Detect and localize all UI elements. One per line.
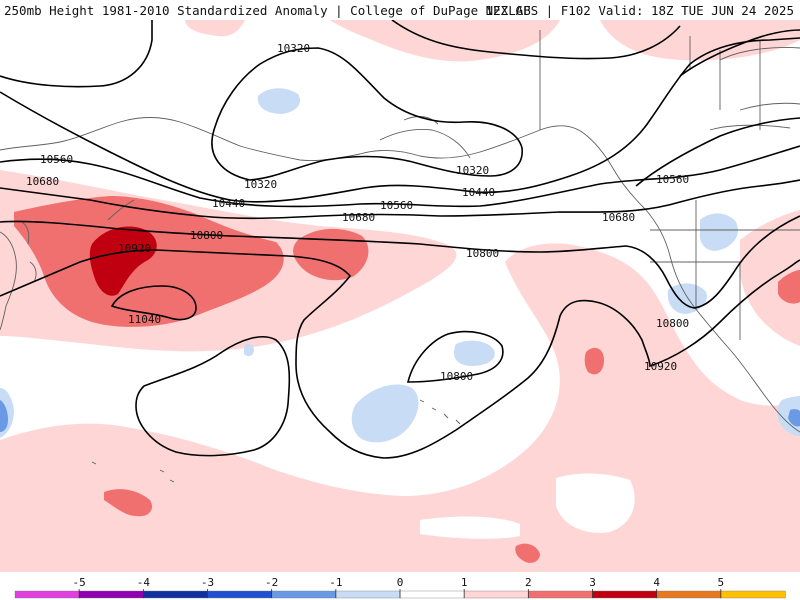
contour-11040	[110, 285, 197, 321]
header-bar: 250mb Height 1981-2010 Standardized Anom…	[0, 0, 800, 20]
contour-label: 10560	[40, 153, 73, 166]
contour-label: 10920	[644, 360, 677, 373]
color-scale-swatch	[656, 590, 722, 599]
color-scale-tick-label: -4	[137, 576, 151, 589]
color-scale-swatch	[78, 590, 145, 599]
contour-label: 10560	[380, 199, 413, 212]
color-scale-labels: -5 -4 -3 -2 -1 0 1 2 3 4 5	[73, 576, 725, 589]
contour-label: 10560	[656, 173, 689, 186]
color-scale-tick-label: -3	[201, 576, 214, 589]
contour-label: 10320	[277, 42, 310, 55]
coastlines	[0, 30, 800, 483]
contour-10920	[0, 249, 800, 459]
anomaly-fill-dark-red	[89, 226, 157, 296]
contour-label: 10440	[462, 186, 495, 199]
color-scale-swatch	[528, 590, 594, 599]
anomaly-fill-neutral	[420, 473, 635, 539]
height-contours	[0, 20, 800, 459]
color-scale-tick-label: 2	[525, 576, 532, 589]
contour-label: 10440	[212, 197, 245, 210]
color-scale-tick-label: 5	[718, 576, 725, 589]
anomaly-fill-medium-red	[14, 196, 800, 563]
contour-10320-west	[0, 20, 153, 88]
contour-10560	[0, 145, 800, 208]
color-scale-bar: -5 -4 -3 -2 -1 0 1 2 3 4 5	[0, 572, 800, 600]
contour-label: 10680	[602, 211, 635, 224]
contour-label: 10680	[342, 211, 375, 224]
anomaly-fill-light-blue	[0, 88, 800, 443]
contour-10920-south	[135, 336, 291, 457]
color-scale-tick-label: 0	[397, 576, 404, 589]
anomaly-fill-medium-blue	[0, 400, 800, 432]
color-scale-swatch	[399, 590, 465, 599]
color-scale-tick-label: -1	[329, 576, 342, 589]
contour-label: 10800	[440, 370, 473, 383]
color-scale-swatch	[207, 590, 273, 599]
anomaly-map: 10320 10320 10320 10440 10440 10560 1056…	[0, 20, 800, 572]
contour-label: 10320	[456, 164, 489, 177]
contour-label: 10920	[118, 242, 151, 255]
model-run-info: 12Z GFS | F102 Valid: 18Z TUE JUN 24 202…	[485, 3, 794, 18]
contour-label: 10800	[466, 247, 499, 260]
color-scale-tick-label: 4	[653, 576, 660, 589]
contour-10800	[0, 215, 800, 309]
contour-label: 10680	[26, 175, 59, 188]
contour-10320-alaska	[211, 47, 523, 181]
color-scale-swatch	[271, 590, 337, 599]
contour-10440-main	[0, 37, 800, 203]
color-scale-swatch	[143, 590, 209, 599]
contour-10440-east	[635, 117, 800, 187]
color-scale-swatch	[592, 590, 658, 599]
color-scale-swatch	[335, 590, 401, 599]
color-scale-swatch	[14, 590, 80, 599]
contour-label: 11040	[128, 313, 161, 326]
contour-label: 10800	[190, 229, 223, 242]
contour-10800-south	[406, 330, 504, 383]
map-title: 250mb Height 1981-2010 Standardized Anom…	[4, 3, 531, 18]
contour-label: 10800	[656, 317, 689, 330]
color-scale-tick-label: 3	[589, 576, 596, 589]
color-scale-ticks	[78, 589, 722, 598]
contour-label: 10320	[244, 178, 277, 191]
contour-labels: 10320 10320 10320 10440 10440 10560 1056…	[26, 42, 689, 383]
contour-10680	[0, 179, 800, 220]
color-scale-tick-label: -2	[265, 576, 278, 589]
color-scale-tick-label: -5	[73, 576, 86, 589]
color-scale-swatch	[463, 590, 530, 599]
color-scale-tick-label: 1	[461, 576, 468, 589]
color-scale-swatch	[720, 590, 786, 599]
